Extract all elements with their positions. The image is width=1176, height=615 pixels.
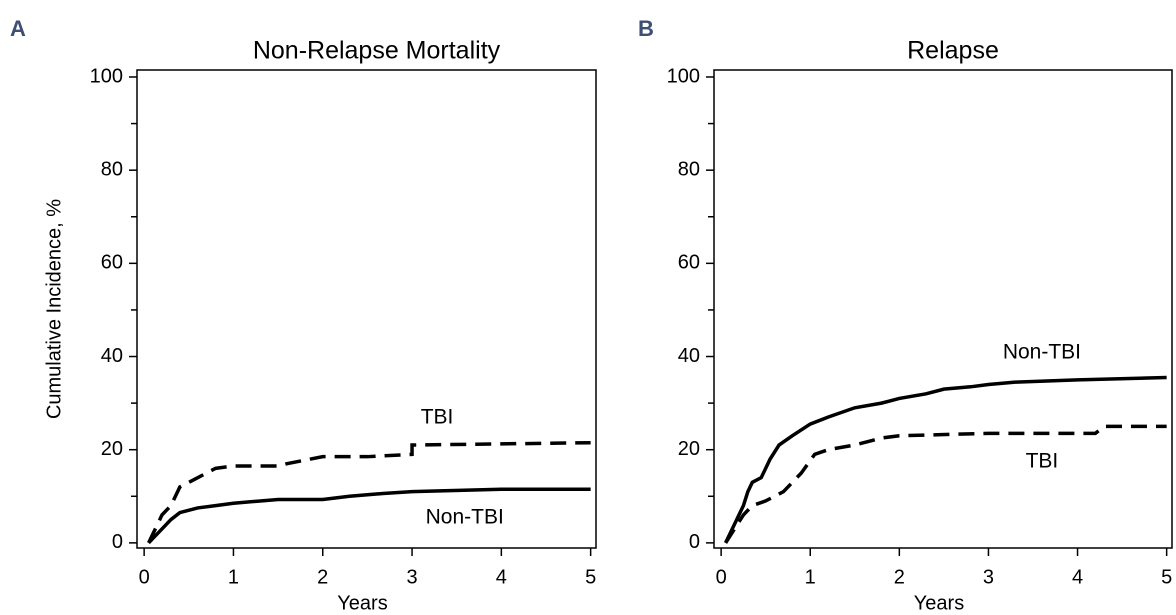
chart-title: Relapse xyxy=(907,37,999,65)
y-tick-label: 0 xyxy=(689,531,700,553)
series-label: TBI xyxy=(1026,449,1059,472)
y-tick-label: 40 xyxy=(101,345,123,367)
series-label: TBI xyxy=(421,406,454,429)
y-tick-label: 60 xyxy=(678,252,700,274)
x-axis-label: Years xyxy=(337,592,387,614)
series-label: Non-TBI xyxy=(426,505,504,528)
x-tick-label: 4 xyxy=(496,566,507,588)
series-line xyxy=(147,440,591,544)
x-axis-label: Years xyxy=(914,592,964,614)
y-tick-label: 100 xyxy=(667,65,700,87)
y-tick-label: 60 xyxy=(101,252,123,274)
x-tick-label: 1 xyxy=(805,566,816,588)
x-tick-label: 4 xyxy=(1072,566,1083,588)
x-tick-label: 5 xyxy=(585,566,596,588)
x-tick-label: 2 xyxy=(317,566,328,588)
panel-label: B xyxy=(638,16,654,41)
series-line xyxy=(724,375,1167,544)
y-tick-label: 80 xyxy=(678,158,700,180)
panel-label: A xyxy=(10,16,26,41)
y-axis-label: Cumulative Incidence, % xyxy=(43,199,65,419)
y-tick-label: 100 xyxy=(90,65,123,87)
series-line xyxy=(147,487,591,545)
series-label: Non-TBI xyxy=(1003,340,1081,363)
y-tick-label: 40 xyxy=(678,345,700,367)
y-tick-label: 80 xyxy=(101,158,123,180)
x-tick-label: 3 xyxy=(983,566,994,588)
y-tick-label: 0 xyxy=(112,531,123,553)
chart-title: Non-Relapse Mortality xyxy=(253,37,501,65)
y-tick-label: 20 xyxy=(678,438,700,460)
plot-frame xyxy=(713,69,1173,549)
plot-frame xyxy=(136,69,597,549)
x-tick-label: 0 xyxy=(139,566,150,588)
x-tick-label: 2 xyxy=(894,566,905,588)
x-tick-label: 1 xyxy=(228,566,239,588)
x-tick-label: 5 xyxy=(1161,566,1172,588)
x-tick-label: 0 xyxy=(716,566,727,588)
x-tick-label: 3 xyxy=(406,566,417,588)
y-tick-label: 20 xyxy=(101,438,123,460)
series-line xyxy=(724,424,1167,544)
